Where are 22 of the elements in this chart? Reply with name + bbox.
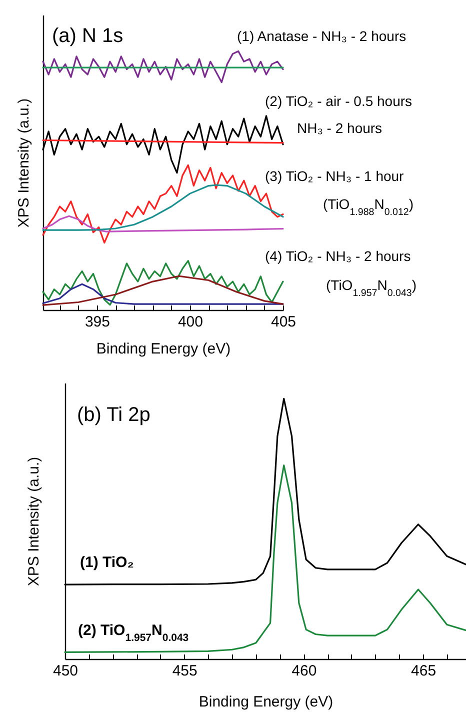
- y-axis-title: XPS Intensity (a.u.): [16, 98, 32, 228]
- x-tick-label: 455: [172, 662, 198, 680]
- x-tick-label: 395: [84, 314, 110, 330]
- x-tick-label: 400: [178, 314, 203, 330]
- x-axis-title: Binding Energy (eV): [198, 694, 334, 710]
- annotation: (2) TiO$_{1.957}$N$_{0.043}$: [78, 622, 189, 644]
- text: (TiO$_{1.988}$N$_{0.012}$): [323, 196, 414, 218]
- annotation: (2) TiO₂ - air - 0.5 hours: [265, 93, 412, 109]
- text: NH₃ - 2 hours: [297, 120, 382, 136]
- x-tick-label: 405: [270, 314, 296, 330]
- x-axis-title: Binding Energy (eV): [96, 340, 231, 358]
- annotation: (1) TiO₂: [80, 554, 134, 571]
- annotation: (4) TiO₂ - NH₃ - 2 hours: [265, 248, 411, 264]
- x-tick-label: 460: [292, 662, 317, 680]
- annotation: (3) TiO₂ - NH₃ - 1 hour: [265, 168, 404, 184]
- x-tick-label: 450: [52, 662, 78, 680]
- text: (1) Anatase - NH₃ - 2 hours: [237, 28, 406, 44]
- chart-title: (b) Ti 2p: [77, 404, 150, 426]
- x-tick-label: 465: [411, 662, 436, 680]
- text: (TiO$_{1.957}$N$_{0.043}$): [326, 277, 417, 298]
- y-axis-title: XPS Intensity (a.u.): [26, 456, 42, 586]
- chart-title: (a) N 1s: [52, 25, 124, 47]
